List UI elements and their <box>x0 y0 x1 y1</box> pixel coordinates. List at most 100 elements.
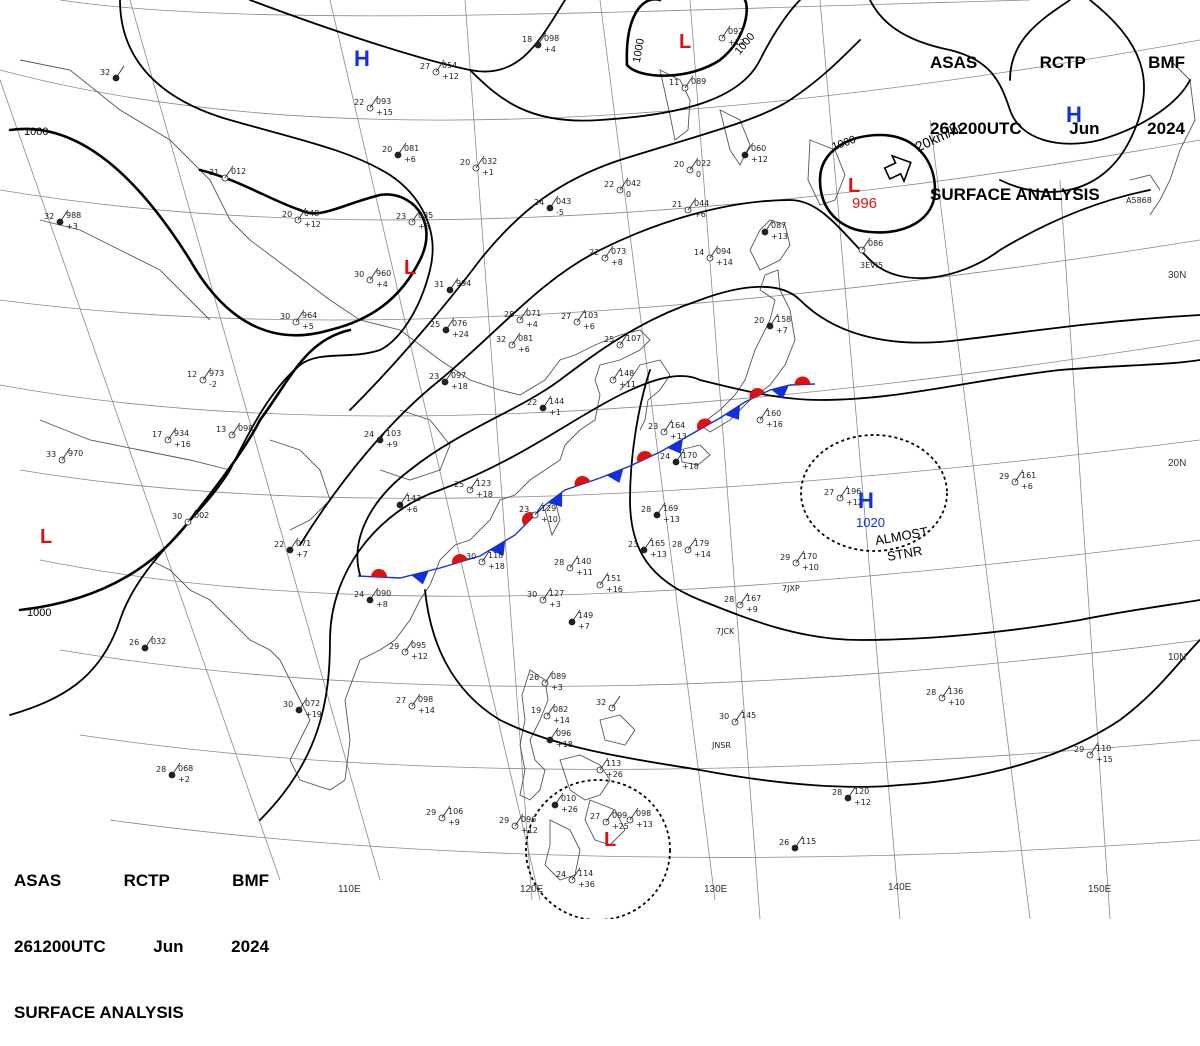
station-temp: 32 <box>496 335 506 344</box>
station-plot: 29 106 +9 <box>426 805 463 827</box>
station-plot: 23 129 +10 <box>519 502 558 524</box>
station-pressure: 103 <box>386 429 401 438</box>
station-pressure: 165 <box>650 539 665 548</box>
station-tendency: +7 <box>296 550 308 559</box>
station-temp: 29 <box>999 472 1009 481</box>
ship-callsign: A5868 <box>1126 196 1152 205</box>
station-plot: 30 960 +4 <box>354 267 391 289</box>
station-pressure: 012 <box>231 167 246 176</box>
cold-front-symbol <box>667 439 683 454</box>
wind-barb <box>599 572 609 586</box>
station-pressure: 082 <box>553 705 568 714</box>
isobars <box>8 0 1200 821</box>
ship-callsign: 7JXP <box>782 584 800 593</box>
station-temp: 29 <box>1074 745 1084 754</box>
station-plot: 24 090 +8 <box>354 587 391 609</box>
station-pressure: 092 <box>728 27 743 36</box>
station-plot: 30 002 <box>172 509 209 526</box>
station-plot: 28 120 +12 <box>832 785 871 807</box>
station-pressure: 098 <box>418 695 433 704</box>
station-pressure: 164 <box>670 421 685 430</box>
station-tendency: 0 <box>626 190 631 199</box>
wind-barb <box>295 309 305 323</box>
station-tendency: +36 <box>578 880 595 889</box>
station-plot: 19 082 +14 <box>531 703 570 725</box>
high-pressure-marker: H <box>354 46 370 71</box>
station-temp: 30 <box>719 712 729 721</box>
station-temp: 20 <box>382 145 392 154</box>
wind-barb <box>794 835 804 849</box>
station-tendency: +19 <box>305 710 322 719</box>
wind-barb <box>289 537 299 551</box>
wind-barb <box>734 709 744 723</box>
station-plot: 32 <box>100 65 125 82</box>
station-tendency: +16 <box>606 585 623 594</box>
station-pressure: 035 <box>418 211 433 220</box>
low-pressure-marker: L <box>404 257 416 279</box>
station-temp: 20 <box>754 316 764 325</box>
header-month: Jun <box>153 937 184 956</box>
station-plot: 24 170 +18 <box>660 449 699 471</box>
wind-barb <box>687 197 697 211</box>
wind-barb <box>571 867 581 881</box>
station-plot: 27 099 +25 <box>590 809 629 831</box>
station-pressure: 071 <box>296 539 311 548</box>
wind-barb <box>542 587 552 601</box>
station-plot: 160+16 <box>756 407 783 429</box>
wind-barb <box>519 307 529 321</box>
lat-label: 20N <box>1168 458 1186 469</box>
wind-barb <box>684 75 694 89</box>
station-temp: 28 <box>554 558 564 567</box>
wind-barb <box>643 537 653 551</box>
ship-callsigns: 3EVI5 7JXP 7JCK JNSR A5868 <box>711 196 1152 750</box>
header-code: BMF <box>232 871 269 890</box>
wind-barb <box>569 555 579 569</box>
station-pressure: 081 <box>404 144 419 153</box>
station-tendency: +6 <box>1021 482 1033 491</box>
station-pressure: 196 <box>846 487 861 496</box>
cold-front-symbol <box>547 492 563 507</box>
station-pressure: 093 <box>376 97 391 106</box>
station-pressure: 042 <box>626 179 641 188</box>
warm-front-symbol <box>637 451 653 463</box>
station-plot: 28 136 +10 <box>926 685 965 707</box>
station-tendency: +16 <box>174 440 191 449</box>
lon-label: 130E <box>704 884 728 895</box>
isobar-label: 1000 <box>631 37 647 63</box>
station-tendency: +14 <box>418 706 435 715</box>
station-temp: 24 <box>354 590 364 599</box>
station-temp: 24 <box>534 198 544 207</box>
station-tendency: +14 <box>716 258 733 267</box>
station-pressure: 149 <box>578 611 593 620</box>
station-temp: 29 <box>780 553 790 562</box>
wind-barb <box>298 697 308 711</box>
station-plot: 29 110 +15 <box>1074 742 1113 764</box>
station-pressure: 089 <box>551 672 566 681</box>
station-temp: 32 <box>596 698 606 707</box>
station-pressure: 118 <box>488 551 503 560</box>
station-tendency: +13 <box>650 550 667 559</box>
station-plot: 23 165 +13 <box>628 537 667 559</box>
station-tendency: +3 <box>418 222 430 231</box>
header-title: SURFACE ANALYSIS <box>930 185 1100 204</box>
station-pressure: 158 <box>776 315 791 324</box>
wind-barb <box>369 267 379 281</box>
station-plot: 27 054 +12 <box>420 59 459 81</box>
cold-front-symbol <box>489 540 506 556</box>
station-pressure: 071 <box>526 309 541 318</box>
station-tendency: +9 <box>448 818 460 827</box>
isobar-label: 1000 <box>24 126 48 138</box>
wind-barb <box>469 477 479 491</box>
station-temp: 24 <box>364 430 374 439</box>
station-plot: 28 179 +14 <box>672 537 711 559</box>
station-plot: 13 098 <box>216 422 253 439</box>
wind-barb <box>605 809 615 823</box>
station-pressure: 032 <box>482 157 497 166</box>
wind-barb <box>231 422 241 436</box>
station-plot: 23 164 +13 <box>648 419 687 441</box>
station-plot: 29 096 +12 <box>499 813 538 835</box>
wind-barb <box>759 407 769 421</box>
station-temp: 22 <box>527 398 537 407</box>
station-plot: 20 032 +1 <box>460 155 497 177</box>
station-pressure: 934 <box>174 429 189 438</box>
